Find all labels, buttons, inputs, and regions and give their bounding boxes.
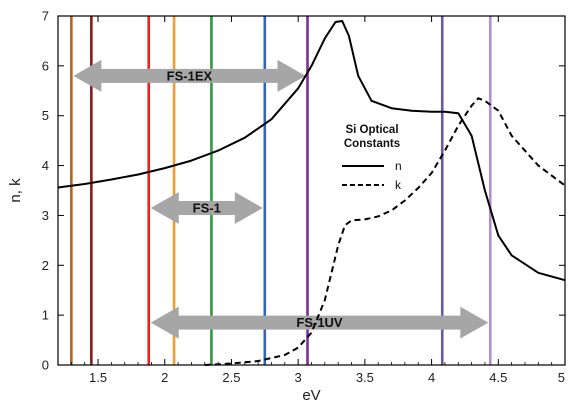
- y-tick-label-3: 3: [42, 208, 49, 223]
- legend-title-line2: Constants: [344, 138, 400, 150]
- x-tick-label-0: 1.5: [89, 370, 107, 385]
- range-arrow-2: [150, 306, 489, 339]
- x-tick-label-7: 5: [558, 370, 565, 385]
- x-axis-title: eV: [302, 387, 320, 404]
- range-arrow-0: [73, 59, 306, 92]
- x-tick-label-5: 4: [428, 370, 435, 385]
- legend-label-k: k: [395, 178, 402, 192]
- y-tick-label-4: 4: [42, 158, 49, 173]
- legend: Si Optical Constants n k: [342, 124, 402, 192]
- y-tick-label-6: 6: [42, 58, 49, 73]
- range-arrow-label-0: FS-1EX: [167, 68, 213, 83]
- y-axis-title: n, k: [7, 178, 24, 203]
- legend-label-n: n: [395, 159, 402, 173]
- y-tick-label-0: 0: [42, 358, 49, 373]
- plot-frame: [57, 15, 566, 366]
- curves: [57, 20, 566, 366]
- y-tick-label-2: 2: [42, 258, 49, 273]
- x-tick-label-2: 2.5: [222, 370, 240, 385]
- range-arrow-1: [150, 191, 263, 224]
- x-tick-label-1: 2: [161, 370, 168, 385]
- range-arrows: FS-1EX FS-1 FS-1UV: [73, 59, 489, 339]
- range-arrow-label-1: FS-1: [193, 200, 221, 215]
- x-tick-label-6: 4.5: [489, 370, 507, 385]
- series-line-n: [57, 20, 566, 282]
- axis-ticks: 1.5 2 2.5 3 3.5 4 4.5 5 0 1 2 3 4 5 6 7: [42, 9, 566, 385]
- y-tick-label-1: 1: [42, 308, 49, 323]
- range-arrow-label-2: FS-1UV: [296, 315, 343, 330]
- x-tick-label-4: 3.5: [356, 370, 374, 385]
- legend-title-line1: Si Optical: [345, 124, 398, 136]
- x-tick-label-3: 3: [295, 370, 302, 385]
- y-tick-label-5: 5: [42, 108, 49, 123]
- y-tick-label-7: 7: [42, 9, 49, 24]
